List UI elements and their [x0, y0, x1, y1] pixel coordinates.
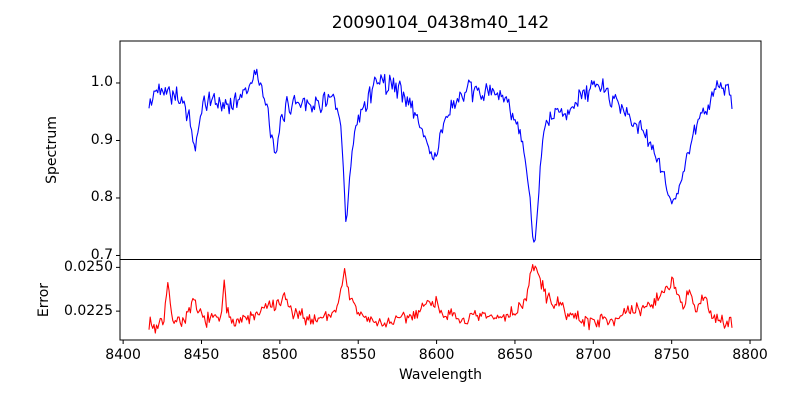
spectrum-axes-frame: [119, 40, 762, 260]
spectrum-ytick-label: 0.7: [90, 246, 113, 263]
x-tick-label: 8800: [732, 347, 768, 363]
x-tick-label: 8400: [105, 347, 141, 363]
spectrum-y-axis-label: Spectrum: [44, 116, 60, 184]
error-line: [148, 264, 733, 334]
x-tick-label: 8750: [653, 347, 690, 363]
spectrum-ytick-label: 0.8: [90, 189, 113, 206]
x-tick-label: 8600: [418, 347, 455, 363]
error-ytick-label: 0.0225: [64, 302, 113, 319]
spectrum-ytick-label: 0.9: [90, 131, 113, 148]
spectrum-ytick-label: 1.0: [90, 74, 113, 91]
chart-title: 20090104_0438m40_142: [331, 13, 550, 33]
error-axes-frame: [119, 259, 762, 341]
x-axis-label: Wavelength: [398, 367, 483, 383]
x-tick-label: 8650: [497, 347, 533, 363]
x-tick-label: 8500: [262, 347, 298, 363]
spectrum-line: [148, 68, 733, 243]
x-tick-label: 8550: [340, 347, 377, 363]
x-tick-label: 8700: [575, 347, 612, 363]
error-ytick-label: 0.0250: [64, 258, 113, 275]
x-tick-label: 8450: [183, 347, 220, 363]
